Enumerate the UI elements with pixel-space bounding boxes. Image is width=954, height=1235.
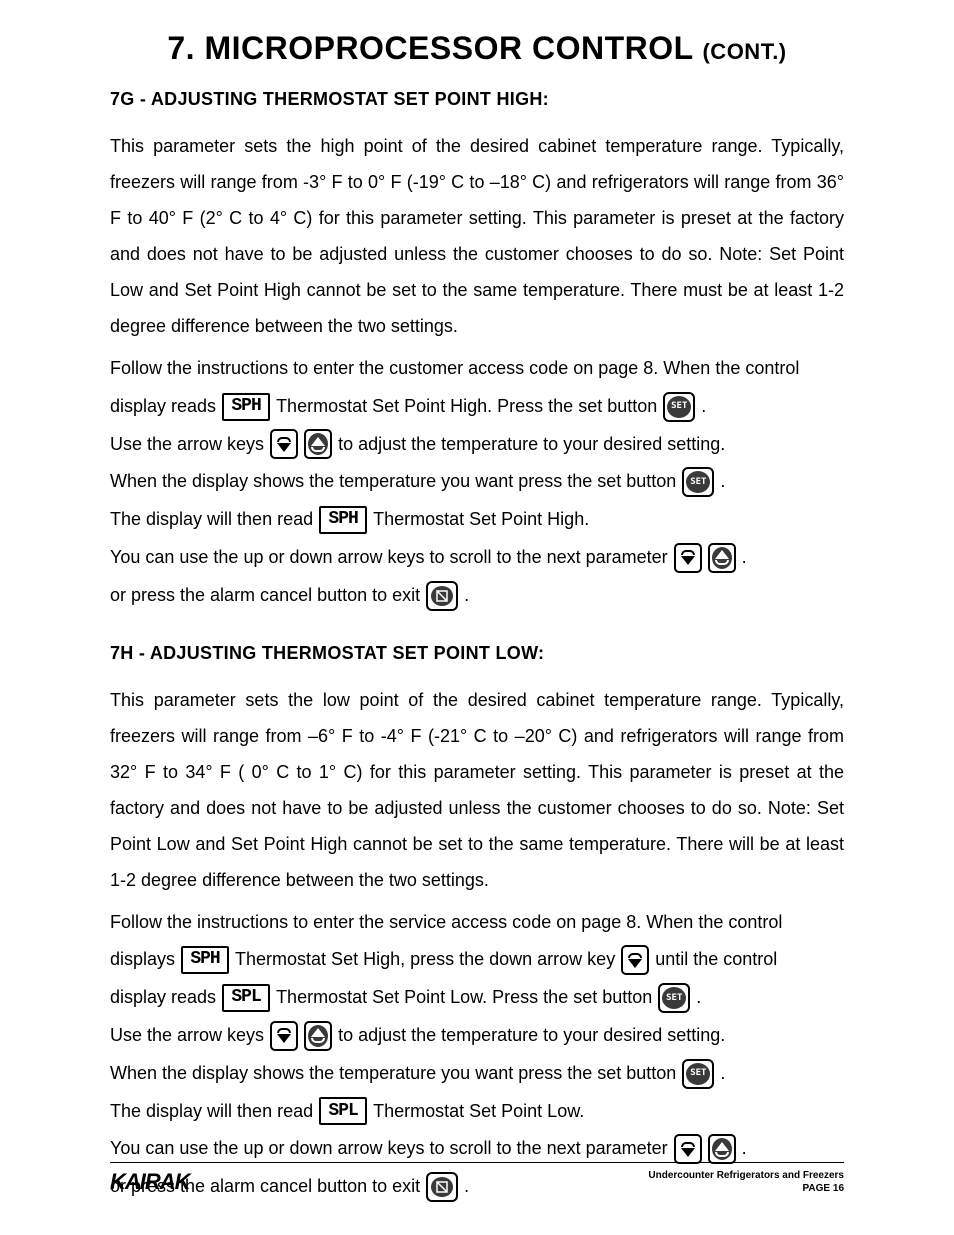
text: Thermostat Set Point Low. [373, 1093, 584, 1131]
text: display reads [110, 979, 216, 1017]
lcd-sph-icon: SPH [181, 946, 229, 974]
lcd-sph-icon: SPH [222, 393, 270, 421]
footer-doc-title: Undercounter Refrigerators and Freezers [648, 1169, 844, 1182]
text: Use the arrow keys [110, 1017, 264, 1055]
text: You can use the up or down arrow keys to… [110, 539, 668, 577]
text: When the display shows the temperature y… [110, 463, 676, 501]
page-title: 7. MICROPROCESSOR CONTROL (CONT.) [110, 30, 844, 67]
text: . [720, 1055, 725, 1093]
page-footer: KAIRAK Undercounter Refrigerators and Fr… [110, 1162, 844, 1195]
para-7h: This parameter sets the low point of the… [110, 682, 844, 898]
text: . [696, 979, 701, 1017]
text: displays [110, 941, 175, 979]
text: Thermostat Set Point Low. Press the set … [276, 979, 652, 1017]
heading-7g: 7G - ADJUSTING THERMOSTAT SET POINT HIGH… [110, 89, 844, 110]
heading-7h: 7H - ADJUSTING THERMOSTAT SET POINT LOW: [110, 643, 844, 664]
text: When the display shows the temperature y… [110, 1055, 676, 1093]
set-button-icon: SET [663, 392, 695, 422]
down-arrow-icon [270, 1021, 298, 1051]
text: display reads [110, 388, 216, 426]
text: to adjust the temperature to your desire… [338, 426, 725, 464]
title-main: 7. MICROPROCESSOR CONTROL [167, 30, 702, 66]
up-arrow-icon [708, 543, 736, 573]
up-arrow-icon [708, 1134, 736, 1164]
set-button-icon: SET [682, 467, 714, 497]
brand-logo: KAIRAK [110, 1169, 190, 1195]
text: Thermostat Set High, press the down arro… [235, 941, 615, 979]
lcd-spl-icon: SPL [222, 984, 270, 1012]
set-button-icon: SET [658, 983, 690, 1013]
text: to adjust the temperature to your desire… [338, 1017, 725, 1055]
text: . [742, 539, 747, 577]
lcd-spl-icon: SPL [319, 1097, 367, 1125]
text: . [464, 577, 469, 615]
lcd-sph-icon: SPH [319, 506, 367, 534]
text: The display will then read [110, 501, 313, 539]
down-arrow-icon [674, 543, 702, 573]
up-arrow-icon [304, 429, 332, 459]
text: Use the arrow keys [110, 426, 264, 464]
text: Thermostat Set Point High. Press the set… [276, 388, 657, 426]
text: Follow the instructions to enter the cus… [110, 350, 799, 388]
footer-page-number: PAGE 16 [648, 1182, 844, 1195]
footer-right: Undercounter Refrigerators and Freezers … [648, 1169, 844, 1195]
instructions-7g: Follow the instructions to enter the cus… [110, 350, 844, 615]
title-cont: (CONT.) [702, 39, 786, 64]
up-arrow-icon [304, 1021, 332, 1051]
text: The display will then read [110, 1093, 313, 1131]
text: until the control [655, 941, 777, 979]
set-button-icon: SET [682, 1059, 714, 1089]
alarm-cancel-icon [426, 581, 458, 611]
down-arrow-icon [270, 429, 298, 459]
text: Thermostat Set Point High. [373, 501, 589, 539]
text: . [720, 463, 725, 501]
down-arrow-icon [621, 945, 649, 975]
text: . [701, 388, 706, 426]
text: or press the alarm cancel button to exit [110, 577, 420, 615]
text: Follow the instructions to enter the ser… [110, 904, 782, 942]
para-7g: This parameter sets the high point of th… [110, 128, 844, 344]
down-arrow-icon [674, 1134, 702, 1164]
instructions-7h: Follow the instructions to enter the ser… [110, 904, 844, 1206]
